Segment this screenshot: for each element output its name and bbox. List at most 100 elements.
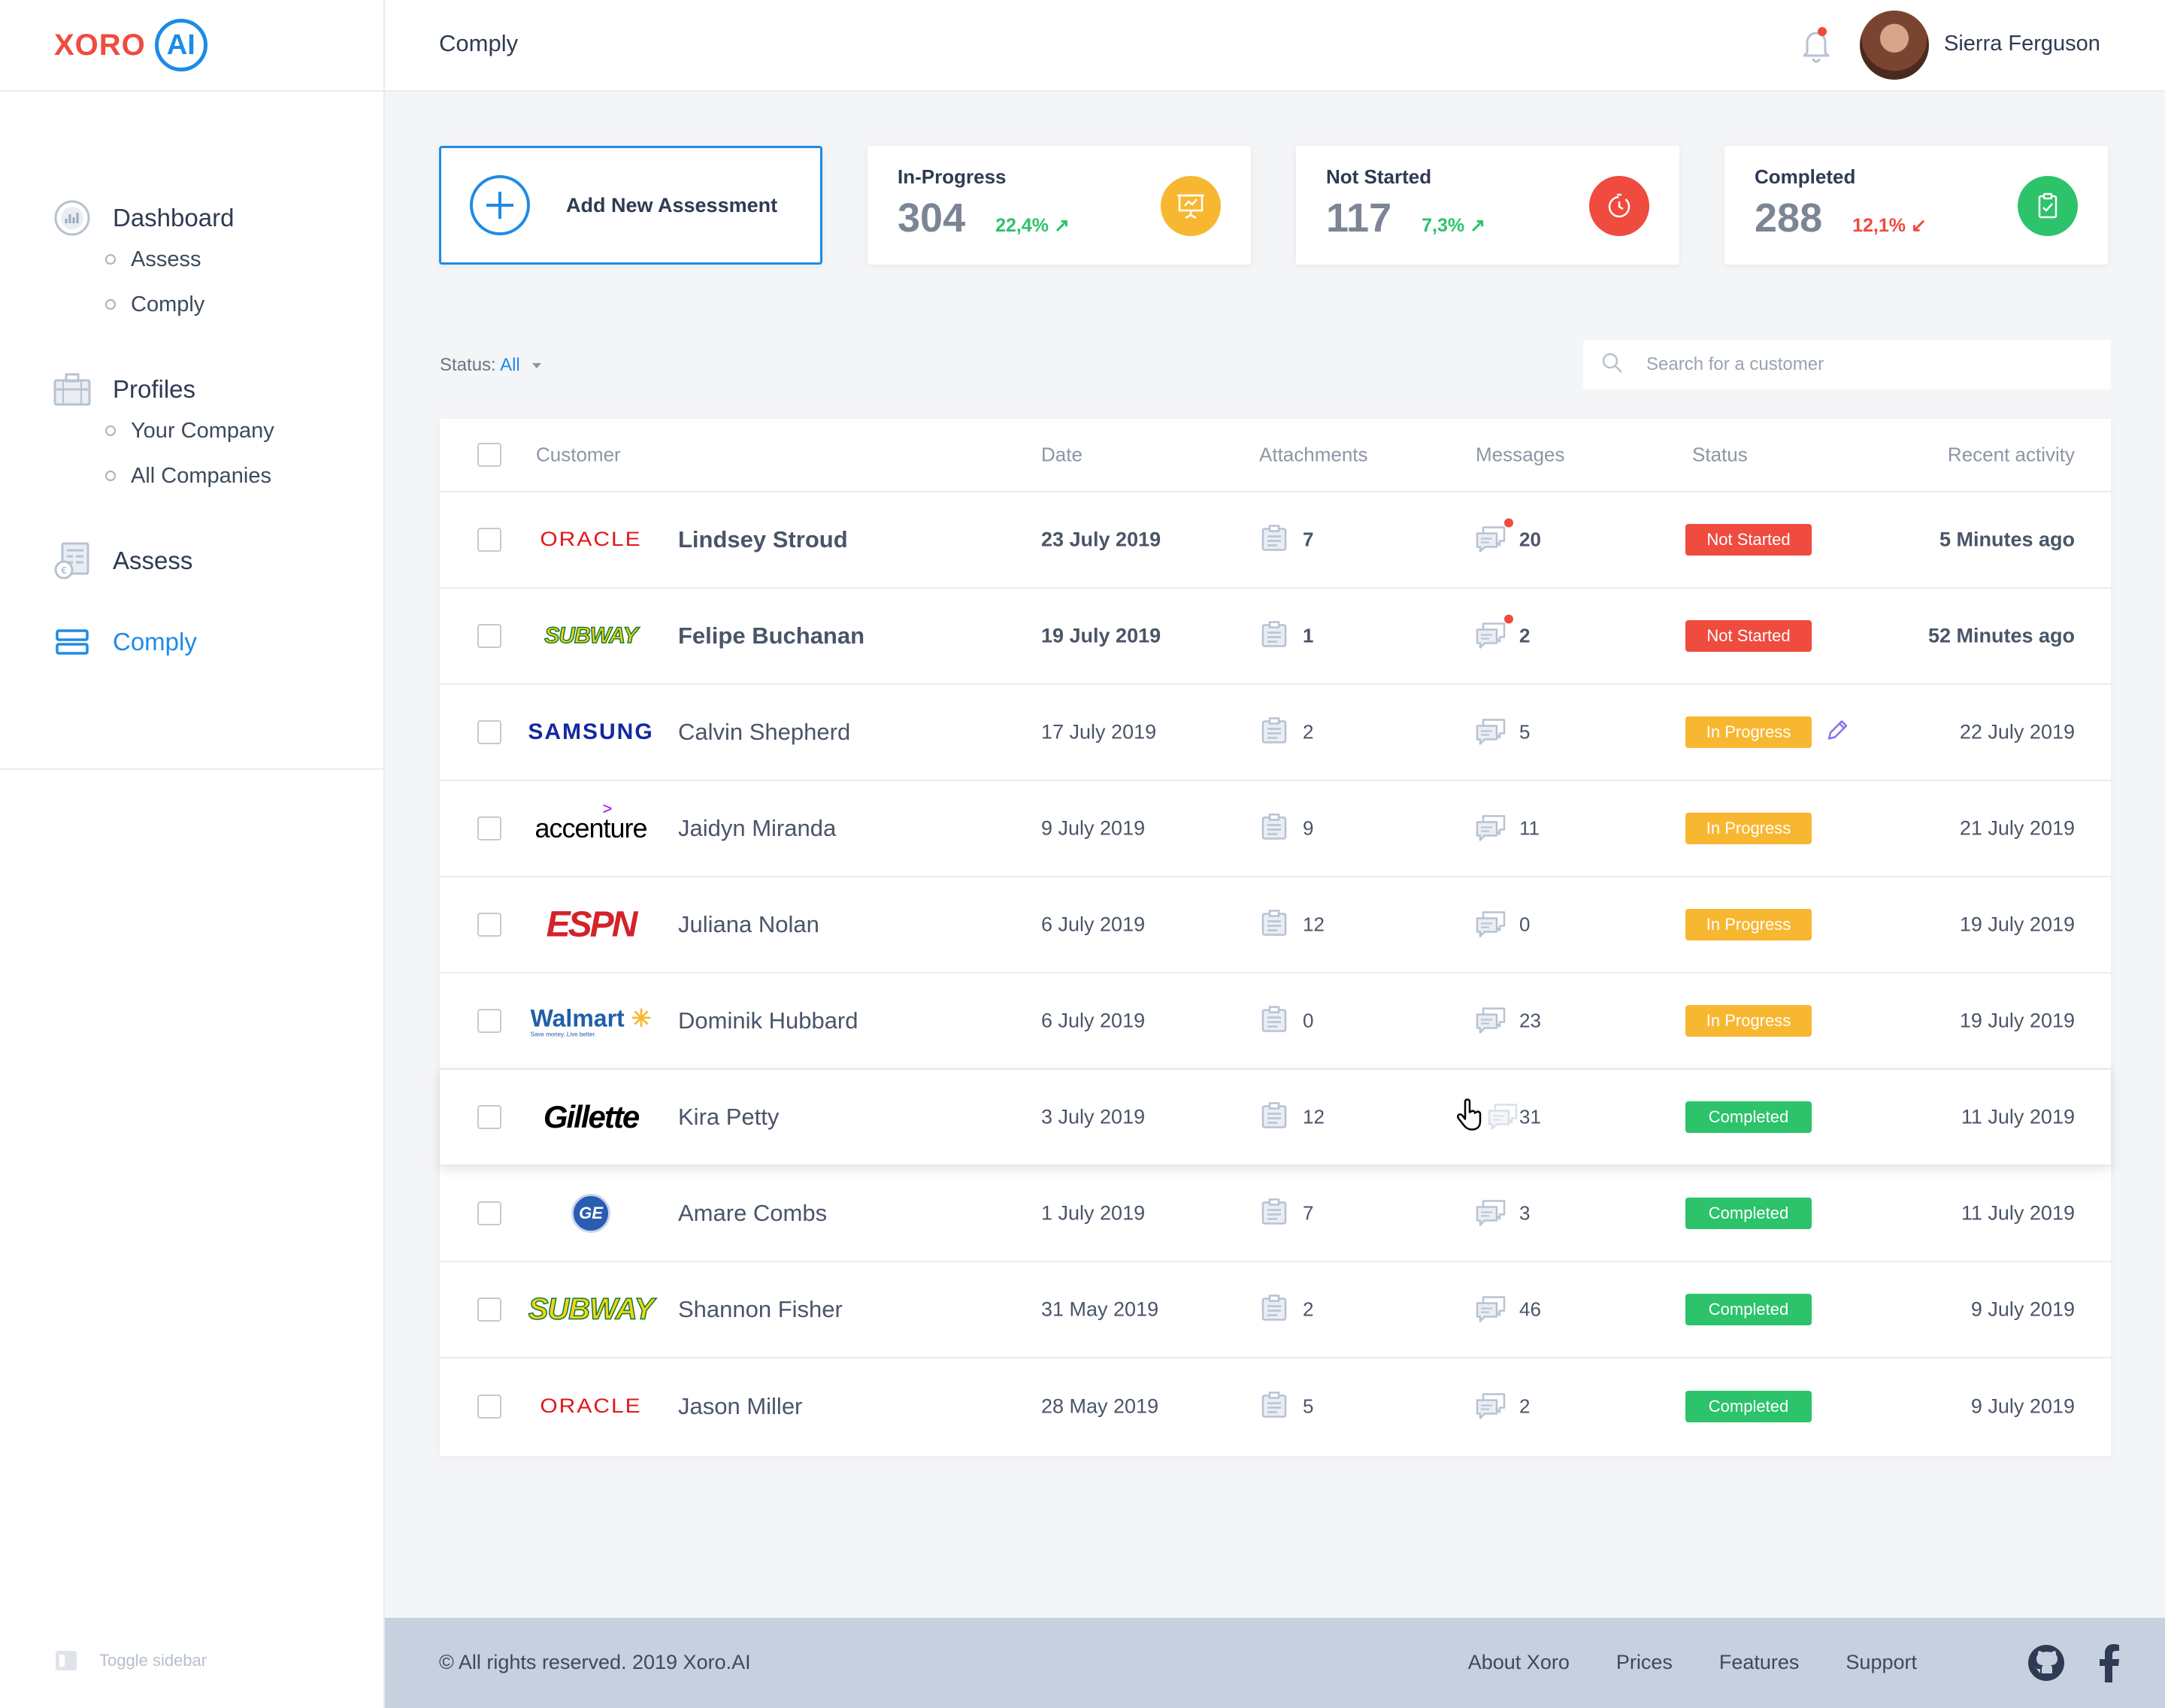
customer-name[interactable]: Shannon Fisher (678, 1296, 843, 1322)
social-links (2027, 1643, 2120, 1686)
attachment-icon[interactable] (1259, 1390, 1289, 1424)
table-row[interactable]: SUBWAY Felipe Buchanan 19 July 2019 1 2 Not S… (440, 589, 2111, 685)
status-badge: In Progress (1685, 716, 1812, 748)
footer-link-features[interactable]: Features (1718, 1651, 1800, 1673)
customer-name[interactable]: Juliana Nolan (678, 911, 819, 937)
customer-name[interactable]: Amare Combs (678, 1200, 828, 1226)
sidebar-divider (0, 768, 383, 770)
attachment-icon[interactable] (1259, 1101, 1289, 1134)
add-new-assessment-label: Add New Assessment (566, 193, 778, 217)
table-row[interactable]: > accenture Jaidyn Miranda 9 July 2019 9 11 In… (440, 781, 2111, 877)
column-header-customer[interactable]: Customer (536, 443, 621, 466)
row-checkbox[interactable] (477, 1105, 501, 1129)
table-row[interactable]: GE Amare Combs 1 July 2019 7 3 Completed 11 Ju… (440, 1166, 2111, 1262)
row-checkbox[interactable] (477, 720, 501, 744)
attachment-icon[interactable] (1259, 812, 1289, 846)
footer-link-prices[interactable]: Prices (1615, 1651, 1673, 1673)
facebook-icon[interactable] (2097, 1643, 2120, 1686)
column-header-recent-activity[interactable]: Recent activity (1947, 443, 2075, 466)
footer-link-support[interactable]: Support (1846, 1651, 1917, 1673)
status-filter[interactable]: Status: All (440, 355, 542, 376)
table-row[interactable]: ORACLE Lindsey Stroud 23 July 2019 7 20 Not S… (440, 492, 2111, 589)
table-row[interactable]: ORACLE Jason Miller 28 May 2019 5 2 Completed… (440, 1358, 2111, 1455)
messages-icon[interactable] (1474, 716, 1507, 750)
attachment-count: 2 (1303, 1298, 1314, 1321)
oracle-logo: ORACLE (540, 1395, 642, 1418)
messages-icon[interactable] (1474, 614, 1513, 653)
messages-icon[interactable] (1474, 1293, 1507, 1327)
select-all-checkbox[interactable] (477, 443, 501, 467)
stat-card-completed[interactable]: Completed 288 12,1% ↙ (1724, 146, 2108, 265)
sidebar-item-comply[interactable]: Comply (0, 623, 383, 661)
attachment-icon[interactable] (1259, 1197, 1289, 1231)
notification-bell-icon[interactable] (1801, 26, 1831, 63)
column-header-messages[interactable]: Messages (1476, 443, 1565, 466)
row-date: 9 July 2019 (1041, 816, 1146, 840)
messages-icon[interactable] (1474, 1197, 1507, 1231)
sidebar-item-dashboard[interactable]: Dashboard (0, 199, 383, 237)
status-badge: Not Started (1685, 524, 1812, 556)
sidebar-item-assess[interactable]: € Assess (0, 542, 383, 580)
customer-name[interactable]: Jason Miller (678, 1393, 803, 1419)
customer-name[interactable]: Jaidyn Miranda (678, 815, 837, 841)
attachment-icon[interactable] (1259, 908, 1289, 942)
messages-icon[interactable] (1474, 1390, 1507, 1424)
messages-icon[interactable] (1474, 1004, 1507, 1038)
row-checkbox[interactable] (477, 913, 501, 937)
attachment-icon[interactable] (1259, 523, 1289, 557)
customer-name[interactable]: Calvin Shepherd (678, 719, 851, 745)
column-header-attachments[interactable]: Attachments (1259, 443, 1368, 466)
row-date: 1 July 2019 (1041, 1201, 1146, 1225)
table-row[interactable]: SAMSUNG Calvin Shepherd 17 July 2019 2 5 In P… (440, 685, 2111, 781)
messages-icon[interactable] (1474, 518, 1513, 557)
row-checkbox[interactable] (477, 1298, 501, 1322)
attachment-icon[interactable] (1259, 619, 1289, 653)
search-input[interactable] (1646, 354, 2097, 375)
avatar[interactable] (1860, 11, 1929, 80)
recent-activity: 22 July 2019 (1959, 720, 2075, 743)
messages-icon[interactable] (1474, 908, 1507, 942)
user-name[interactable]: Sierra Ferguson (1944, 32, 2100, 56)
column-header-date[interactable]: Date (1041, 443, 1082, 466)
messages-icon[interactable] (1486, 1101, 1519, 1134)
sidebar-subitem-comply[interactable]: Comply (0, 282, 383, 327)
attachment-icon[interactable] (1259, 1293, 1289, 1327)
customer-name[interactable]: Kira Petty (678, 1104, 780, 1130)
column-header-status[interactable]: Status (1692, 443, 1748, 466)
table-row[interactable]: Walmart ✳ Save money. Live better. Dominik… (440, 974, 2111, 1070)
row-checkbox[interactable] (477, 1201, 501, 1225)
row-checkbox[interactable] (477, 624, 501, 648)
messages-icon[interactable] (1474, 812, 1507, 846)
stat-card-not-started[interactable]: Not Started 117 7,3% ↗ (1296, 146, 1679, 265)
row-checkbox[interactable] (477, 1009, 501, 1033)
sidebar-subitem-your-company[interactable]: Your Company (0, 408, 383, 453)
github-icon[interactable] (2027, 1643, 2066, 1686)
row-checkbox[interactable] (477, 528, 501, 552)
company-logo: Gillette (527, 1099, 655, 1135)
brand-logo[interactable]: XORO AI (0, 0, 383, 92)
add-new-assessment-button[interactable]: Add New Assessment (439, 146, 822, 265)
status-badge: Completed (1685, 1101, 1812, 1133)
footer-link-about[interactable]: About Xoro (1467, 1651, 1570, 1673)
row-checkbox[interactable] (477, 816, 501, 840)
customer-name[interactable]: Felipe Buchanan (678, 622, 865, 649)
edit-pencil-icon[interactable] (1824, 718, 1850, 747)
attachment-icon[interactable] (1259, 716, 1289, 750)
stat-percent: 7,3% ↗ (1422, 215, 1486, 236)
stat-card-in-progress[interactable]: In-Progress 304 22,4% ↗ (868, 146, 1251, 265)
attachment-icon[interactable] (1259, 1004, 1289, 1038)
table-row[interactable]: ESPN Juliana Nolan 6 July 2019 12 0 In Progre… (440, 877, 2111, 974)
sidebar-subitem-all-companies[interactable]: All Companies (0, 453, 383, 498)
status-filter-label: Status: (440, 355, 496, 375)
table-row[interactable]: SUBWAY Shannon Fisher 31 May 2019 2 46 Comple… (440, 1262, 2111, 1358)
sidebar-item-profiles[interactable]: Profiles (0, 371, 383, 408)
customer-name[interactable]: Dominik Hubbard (678, 1007, 858, 1034)
bullet-icon (105, 254, 116, 265)
sidebar-subitem-assess[interactable]: Assess (0, 237, 383, 282)
table-row[interactable]: Gillette Kira Petty 3 July 2019 12 31 Complet… (440, 1070, 2111, 1166)
row-checkbox[interactable] (477, 1395, 501, 1419)
status-filter-value: All (500, 355, 520, 375)
customer-name[interactable]: Lindsey Stroud (678, 526, 848, 553)
arrow-up-right-icon: ↗ (1053, 215, 1070, 236)
toggle-sidebar-button[interactable]: Toggle sidebar (56, 1651, 207, 1670)
